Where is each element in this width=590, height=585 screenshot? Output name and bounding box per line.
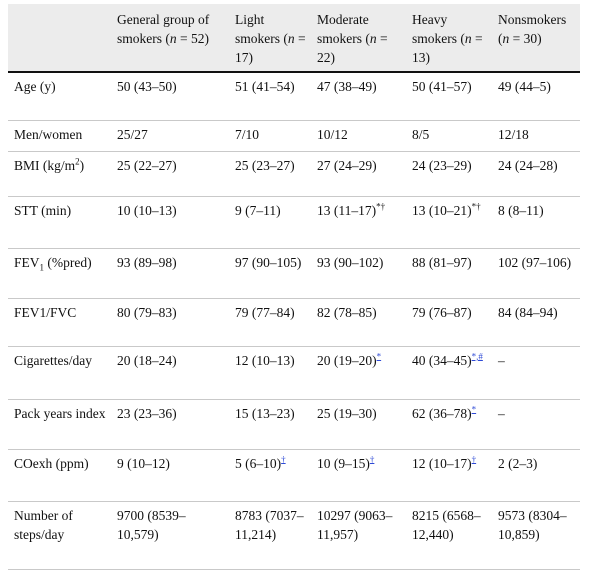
row-pack-years: Pack years index 23 (23–36) 15 (13–23) 2… bbox=[8, 399, 580, 450]
row-label: BMI (kg/m2) bbox=[8, 151, 111, 197]
cell: 25 (23–27) bbox=[229, 151, 311, 197]
cell: 13 (11–17)*† bbox=[311, 196, 406, 249]
data-table: General group of smokers (n = 52) Light … bbox=[8, 4, 580, 570]
cell: 84 (84–94) bbox=[492, 298, 580, 347]
footnote-link[interactable]: * bbox=[376, 351, 382, 361]
cell: 82 (78–85) bbox=[311, 298, 406, 347]
cell: 40 (34–45)*,# bbox=[406, 346, 492, 400]
cell: 8215 (6568–12,440) bbox=[406, 501, 492, 570]
cell: – bbox=[492, 346, 580, 400]
row-label: COexh (ppm) bbox=[8, 449, 111, 502]
header-row: General group of smokers (n = 52) Light … bbox=[8, 4, 580, 73]
cell: 51 (41–54) bbox=[229, 72, 311, 121]
cell: – bbox=[492, 399, 580, 450]
footnote-link[interactable]: † bbox=[369, 454, 375, 464]
cell: 9700 (8539–10,579) bbox=[111, 501, 229, 570]
footnote-link[interactable]: *,# bbox=[471, 351, 483, 361]
cell: 49 (44–5) bbox=[492, 72, 580, 121]
row-age: Age (y) 50 (43–50) 51 (41–54) 47 (38–49)… bbox=[8, 72, 580, 121]
cell: 8/5 bbox=[406, 120, 492, 152]
cell: 8 (8–11) bbox=[492, 196, 580, 249]
cell: 12/18 bbox=[492, 120, 580, 152]
cell: 20 (18–24) bbox=[111, 346, 229, 400]
cell: 47 (38–49) bbox=[311, 72, 406, 121]
cell: 10 (9–15)† bbox=[311, 449, 406, 502]
cell: 80 (79–83) bbox=[111, 298, 229, 347]
cell: 9 (7–11) bbox=[229, 196, 311, 249]
row-label: Number of steps/day bbox=[8, 501, 111, 570]
header-nonsmokers: Nonsmokers (n = 30) bbox=[492, 4, 580, 73]
row-steps: Number of steps/day 9700 (8539–10,579) 8… bbox=[8, 501, 580, 570]
cell: 12 (10–13) bbox=[229, 346, 311, 400]
header-heavy: Heavy smokers (n = 13) bbox=[406, 4, 492, 73]
cell: 10297 (9063–11,957) bbox=[311, 501, 406, 570]
cell: 88 (81–97) bbox=[406, 248, 492, 299]
cell: 93 (90–102) bbox=[311, 248, 406, 299]
cell: 79 (76–87) bbox=[406, 298, 492, 347]
cell: 10/12 bbox=[311, 120, 406, 152]
cell: 13 (10–21)*† bbox=[406, 196, 492, 249]
footnote-link[interactable]: † bbox=[281, 454, 286, 464]
cell: 24 (23–29) bbox=[406, 151, 492, 197]
header-general: General group of smokers (n = 52) bbox=[111, 4, 229, 73]
cell: 62 (36–78)* bbox=[406, 399, 492, 450]
cell: 20 (19–20)* bbox=[311, 346, 406, 400]
footnote-link[interactable]: † bbox=[471, 454, 477, 464]
cell: 25 (22–27) bbox=[111, 151, 229, 197]
cell: 15 (13–23) bbox=[229, 399, 311, 450]
row-men-women: Men/women 25/27 7/10 10/12 8/5 12/18 bbox=[8, 120, 580, 152]
cell: 10 (10–13) bbox=[111, 196, 229, 249]
header-light: Light smokers (n = 17) bbox=[229, 4, 311, 73]
row-label: Cigarettes/day bbox=[8, 346, 111, 400]
row-stt: STT (min) 10 (10–13) 9 (7–11) 13 (11–17)… bbox=[8, 196, 580, 249]
cell: 2 (2–3) bbox=[492, 449, 580, 502]
footnote-link[interactable]: * bbox=[471, 404, 477, 414]
row-coexh: COexh (ppm) 9 (10–12) 5 (6–10)† 10 (9–15… bbox=[8, 449, 580, 502]
header-moderate: Moderate smokers (n = 22) bbox=[311, 4, 406, 73]
row-label: Pack years index bbox=[8, 399, 111, 450]
cell: 5 (6–10)† bbox=[229, 449, 311, 502]
cell: 23 (23–36) bbox=[111, 399, 229, 450]
cell: 50 (41–57) bbox=[406, 72, 492, 121]
cell: 9 (10–12) bbox=[111, 449, 229, 502]
cell: 50 (43–50) bbox=[111, 72, 229, 121]
cell: 79 (77–84) bbox=[229, 298, 311, 347]
cell: 93 (89–98) bbox=[111, 248, 229, 299]
cell: 9573 (8304–10,859) bbox=[492, 501, 580, 570]
cell: 27 (24–29) bbox=[311, 151, 406, 197]
row-label: Men/women bbox=[8, 120, 111, 152]
row-fev1: FEV1 (%pred) 93 (89–98) 97 (90–105) 93 (… bbox=[8, 248, 580, 299]
cell: 25/27 bbox=[111, 120, 229, 152]
row-label: STT (min) bbox=[8, 196, 111, 249]
row-bmi: BMI (kg/m2) 25 (22–27) 25 (23–27) 27 (24… bbox=[8, 151, 580, 197]
row-fev1-fvc: FEV1/FVC 80 (79–83) 79 (77–84) 82 (78–85… bbox=[8, 298, 580, 347]
cell: 7/10 bbox=[229, 120, 311, 152]
header-blank bbox=[8, 4, 111, 73]
row-label: Age (y) bbox=[8, 72, 111, 121]
cell: 25 (19–30) bbox=[311, 399, 406, 450]
row-label: FEV1 (%pred) bbox=[8, 248, 111, 299]
cell: 24 (24–28) bbox=[492, 151, 580, 197]
cell: 12 (10–17)† bbox=[406, 449, 492, 502]
cell: 8783 (7037–11,214) bbox=[229, 501, 311, 570]
cell: 97 (90–105) bbox=[229, 248, 311, 299]
cell: 102 (97–106) bbox=[492, 248, 580, 299]
row-cigarettes: Cigarettes/day 20 (18–24) 12 (10–13) 20 … bbox=[8, 346, 580, 400]
row-label: FEV1/FVC bbox=[8, 298, 111, 347]
